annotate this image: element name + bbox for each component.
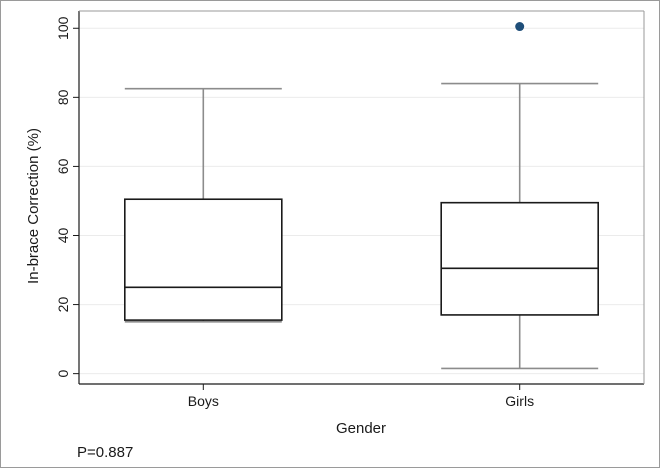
y-tick-label: 100 xyxy=(55,16,71,40)
y-tick-label: 40 xyxy=(55,227,71,243)
x-axis-ticks: Boys Girls xyxy=(188,384,534,409)
boxes-layer xyxy=(124,22,600,370)
box-iqr xyxy=(124,198,283,321)
y-tick-label: 60 xyxy=(55,158,71,174)
x-tick-label: Boys xyxy=(188,393,219,409)
box-iqr xyxy=(440,201,600,316)
y-tick-label: 80 xyxy=(55,89,71,105)
y-axis-ticks: 0 20 40 60 80 100 xyxy=(55,16,79,378)
y-tick-label: 20 xyxy=(55,297,71,313)
p-value-annotation: P=0.887 xyxy=(77,444,134,461)
y-axis-label: In-brace Correction (%) xyxy=(25,128,42,284)
box-group-girls xyxy=(440,22,600,370)
y-tick-label: 0 xyxy=(55,370,71,378)
box-group-boys xyxy=(124,87,283,323)
x-axis-label: Gender xyxy=(336,420,386,437)
outlier-point xyxy=(515,22,525,32)
x-tick-label: Girls xyxy=(505,393,534,409)
